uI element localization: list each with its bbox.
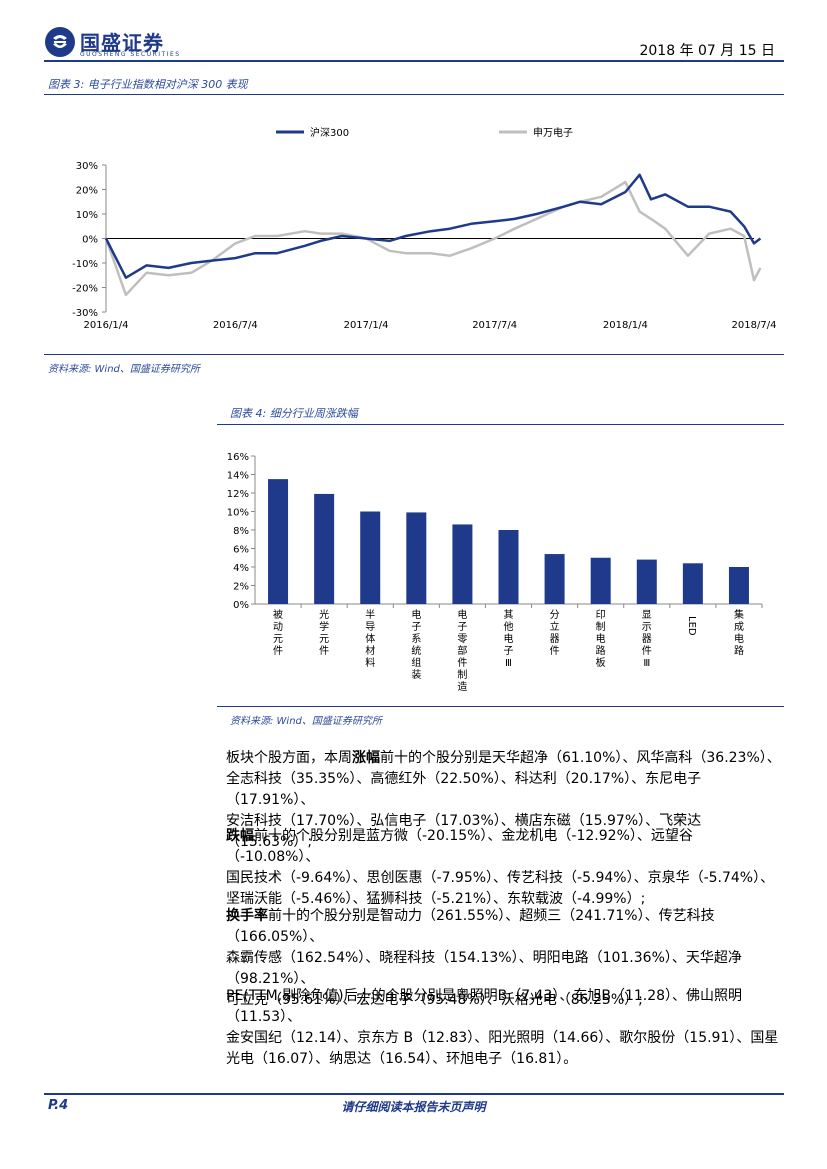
y-tick-label: -20% [72, 284, 98, 295]
figure3-caption: 图表 3: 电子行业指数相对沪深 300 表现 [48, 78, 248, 91]
bar [498, 530, 519, 604]
category-label: LED [686, 616, 697, 636]
bar-chart: 16% 14% 12% 10% 8% 6% 4% 2% 0% 被动元件 光学元件 半导体材料 电子系统… [227, 452, 763, 693]
keyword-losers: 跌幅 [226, 828, 254, 844]
bar [636, 559, 657, 604]
y-tick-label: 10% [76, 210, 98, 221]
x-tick-label: 2018/1/4 [603, 320, 648, 331]
footer-rule [44, 1093, 784, 1095]
bar [406, 512, 427, 604]
y-tick-label: 6% [233, 545, 249, 556]
figure4-caption: 图表 4: 细分行业周涨跌幅 [230, 407, 358, 420]
bar [728, 567, 749, 604]
company-name: 国盛证券 [80, 31, 164, 55]
bar [590, 557, 611, 604]
y-tick-label: 0% [82, 235, 98, 246]
paragraph-turnover: 换手率前十的个股分别是智动力（261.55%）、超频三（241.71%）、传艺科… [226, 908, 742, 1008]
y-tick-label: -30% [72, 308, 98, 319]
x-tick-label: 2017/1/4 [344, 320, 389, 331]
company-subtitle: GUOSHENG SECURITIES [80, 51, 181, 58]
category-label: 显示器件 Ⅲ [642, 609, 652, 669]
series-line-sw-electronics [104, 180, 762, 297]
x-tick-label: 2016/7/4 [213, 320, 258, 331]
figure3-top-rule [44, 94, 784, 95]
y-tick-label: 14% [227, 471, 249, 482]
page-number: P.4 [48, 1098, 69, 1113]
category-label: 其他电子 Ⅲ [504, 609, 514, 669]
paragraph-losers: 跌幅前十的个股分别是蓝方微（-20.15%）、金龙机电（-12.92%）、远望谷… [226, 828, 775, 907]
keyword-gainers: 涨幅 [352, 750, 380, 766]
paragraph-pe: PE(TTM,剔除负值)后十的个股分别是粤照明B（7.43）、东旭B（11.28… [226, 988, 779, 1067]
paragraph-gainers: 板块个股方面，本周涨幅前十的个股分别是天华超净（61.10%）、风华高科（36.… [226, 750, 781, 850]
y-tick-label: 10% [227, 508, 249, 519]
category-label: 集成电路 [734, 608, 744, 657]
bar [360, 511, 381, 604]
figure4-source: 资料来源: Wind、国盛证券研究所 [230, 716, 382, 727]
report-date: 2018 年 07 月 15 日 [639, 43, 775, 59]
header-rule [44, 60, 784, 62]
y-tick-label: -10% [72, 259, 98, 270]
category-label: 电子系统组装 [411, 608, 421, 681]
series-line-hs300 [104, 173, 762, 279]
category-label: 电子零部件制造 [457, 608, 467, 693]
legend-label: 申万电子 [533, 126, 573, 139]
category-label: 被动元件 [273, 608, 283, 657]
bar [452, 524, 473, 604]
y-tick-label: 20% [76, 186, 98, 197]
y-tick-label: 2% [233, 582, 249, 593]
x-tick-label: 2018/7/4 [732, 320, 777, 331]
y-tick-label: 0% [233, 600, 249, 611]
y-tick-label: 30% [76, 161, 98, 172]
figure3-bottom-rule [44, 354, 784, 355]
category-label: 半导体材料 [365, 608, 375, 669]
x-tick-label: 2017/7/4 [472, 320, 517, 331]
category-label: 印制电路板 [596, 609, 606, 669]
figure4-top-rule [217, 424, 784, 425]
x-tick-label: 2016/1/4 [84, 320, 129, 331]
bar [268, 479, 289, 604]
footer-disclaimer: 请仔细阅读本报告末页声明 [341, 1100, 486, 1114]
keyword-turnover: 换手率 [226, 908, 268, 924]
y-tick-label: 4% [233, 563, 249, 574]
figure3-source: 资料来源: Wind、国盛证券研究所 [48, 364, 200, 375]
y-tick-label: 12% [227, 489, 249, 500]
figure4-bottom-rule [217, 706, 784, 707]
legend-label: 沪深300 [310, 126, 349, 139]
bar [314, 493, 335, 604]
y-tick-label: 8% [233, 526, 249, 537]
bar [544, 554, 565, 604]
category-label: 分立器件 [550, 609, 560, 657]
bar [682, 563, 703, 604]
category-label: 光学元件 [319, 608, 329, 657]
y-tick-label: 16% [227, 452, 249, 463]
line-chart: 30% 20% 10% 0% -10% -20% -30%2016/1/4 2016/7/4 2… [72, 126, 777, 331]
company-logo-icon [45, 27, 75, 57]
